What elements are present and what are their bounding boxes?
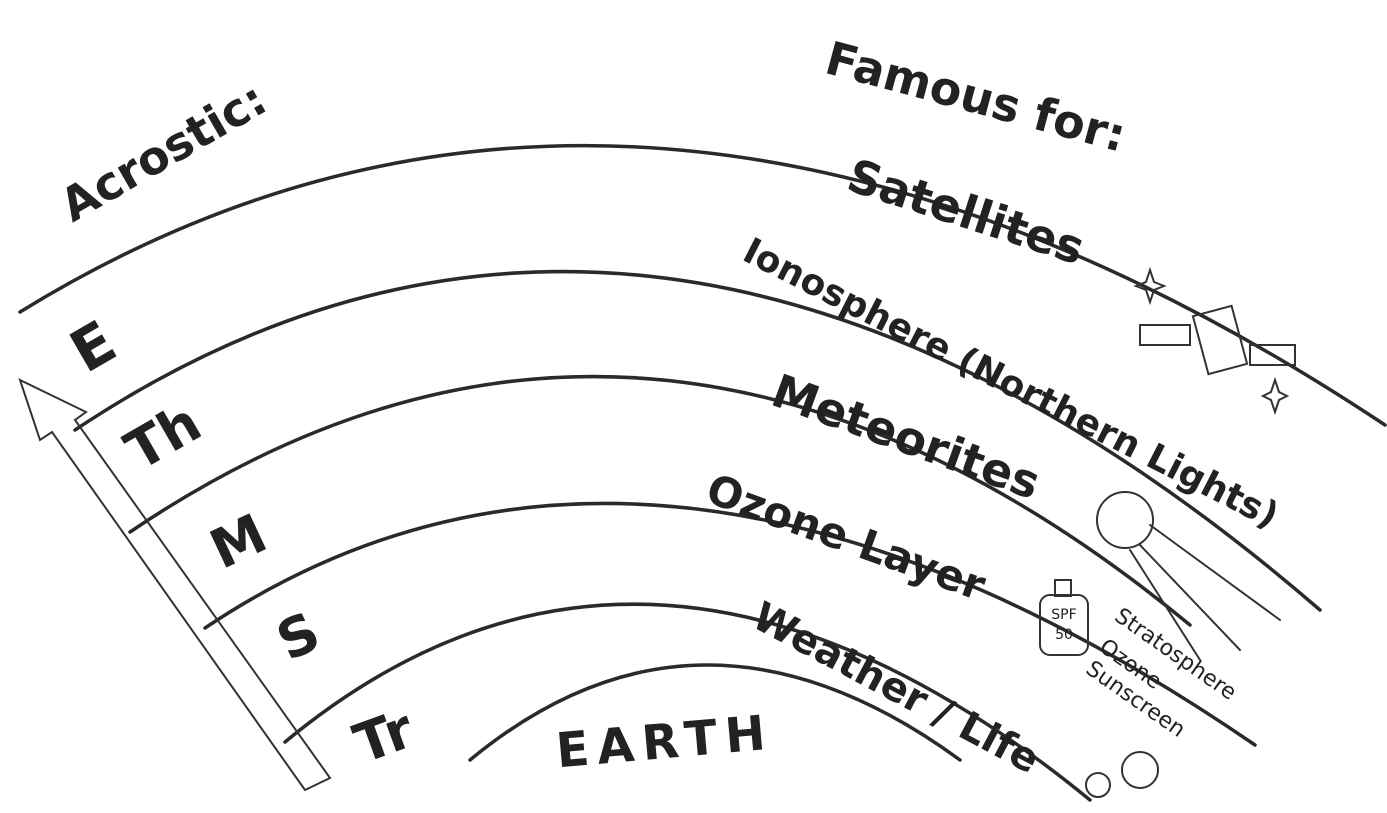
famous-label: Ozone Layer bbox=[700, 464, 992, 610]
acrostic-letter: S bbox=[267, 600, 329, 674]
acrostic-letter: Th bbox=[115, 391, 212, 483]
page: {"headings": {"acrostic": "Acrostic:", "… bbox=[0, 0, 1387, 813]
famous-label: Satellites bbox=[841, 148, 1091, 275]
earth-label: EARTH bbox=[554, 705, 776, 780]
satellite-icon bbox=[1136, 270, 1295, 412]
weather-icon bbox=[1086, 752, 1158, 797]
acrostic-heading: Acrostic: bbox=[51, 72, 275, 233]
sunscreen-brand: SPF bbox=[1051, 607, 1076, 623]
acrostic-letter: E bbox=[59, 307, 127, 386]
famous-label: Weather / Life bbox=[745, 593, 1047, 783]
diagram: SPF 50 Acrostic: Famous for: E Th M S Tr… bbox=[0, 0, 1387, 813]
famous-heading: Famous for: bbox=[820, 31, 1132, 163]
sunscreen-icon: SPF 50 bbox=[1040, 580, 1088, 655]
sunscreen-factor: 50 bbox=[1055, 627, 1073, 643]
acrostic-letter: M bbox=[201, 502, 276, 582]
acrostic-letter: Tr bbox=[346, 697, 422, 776]
